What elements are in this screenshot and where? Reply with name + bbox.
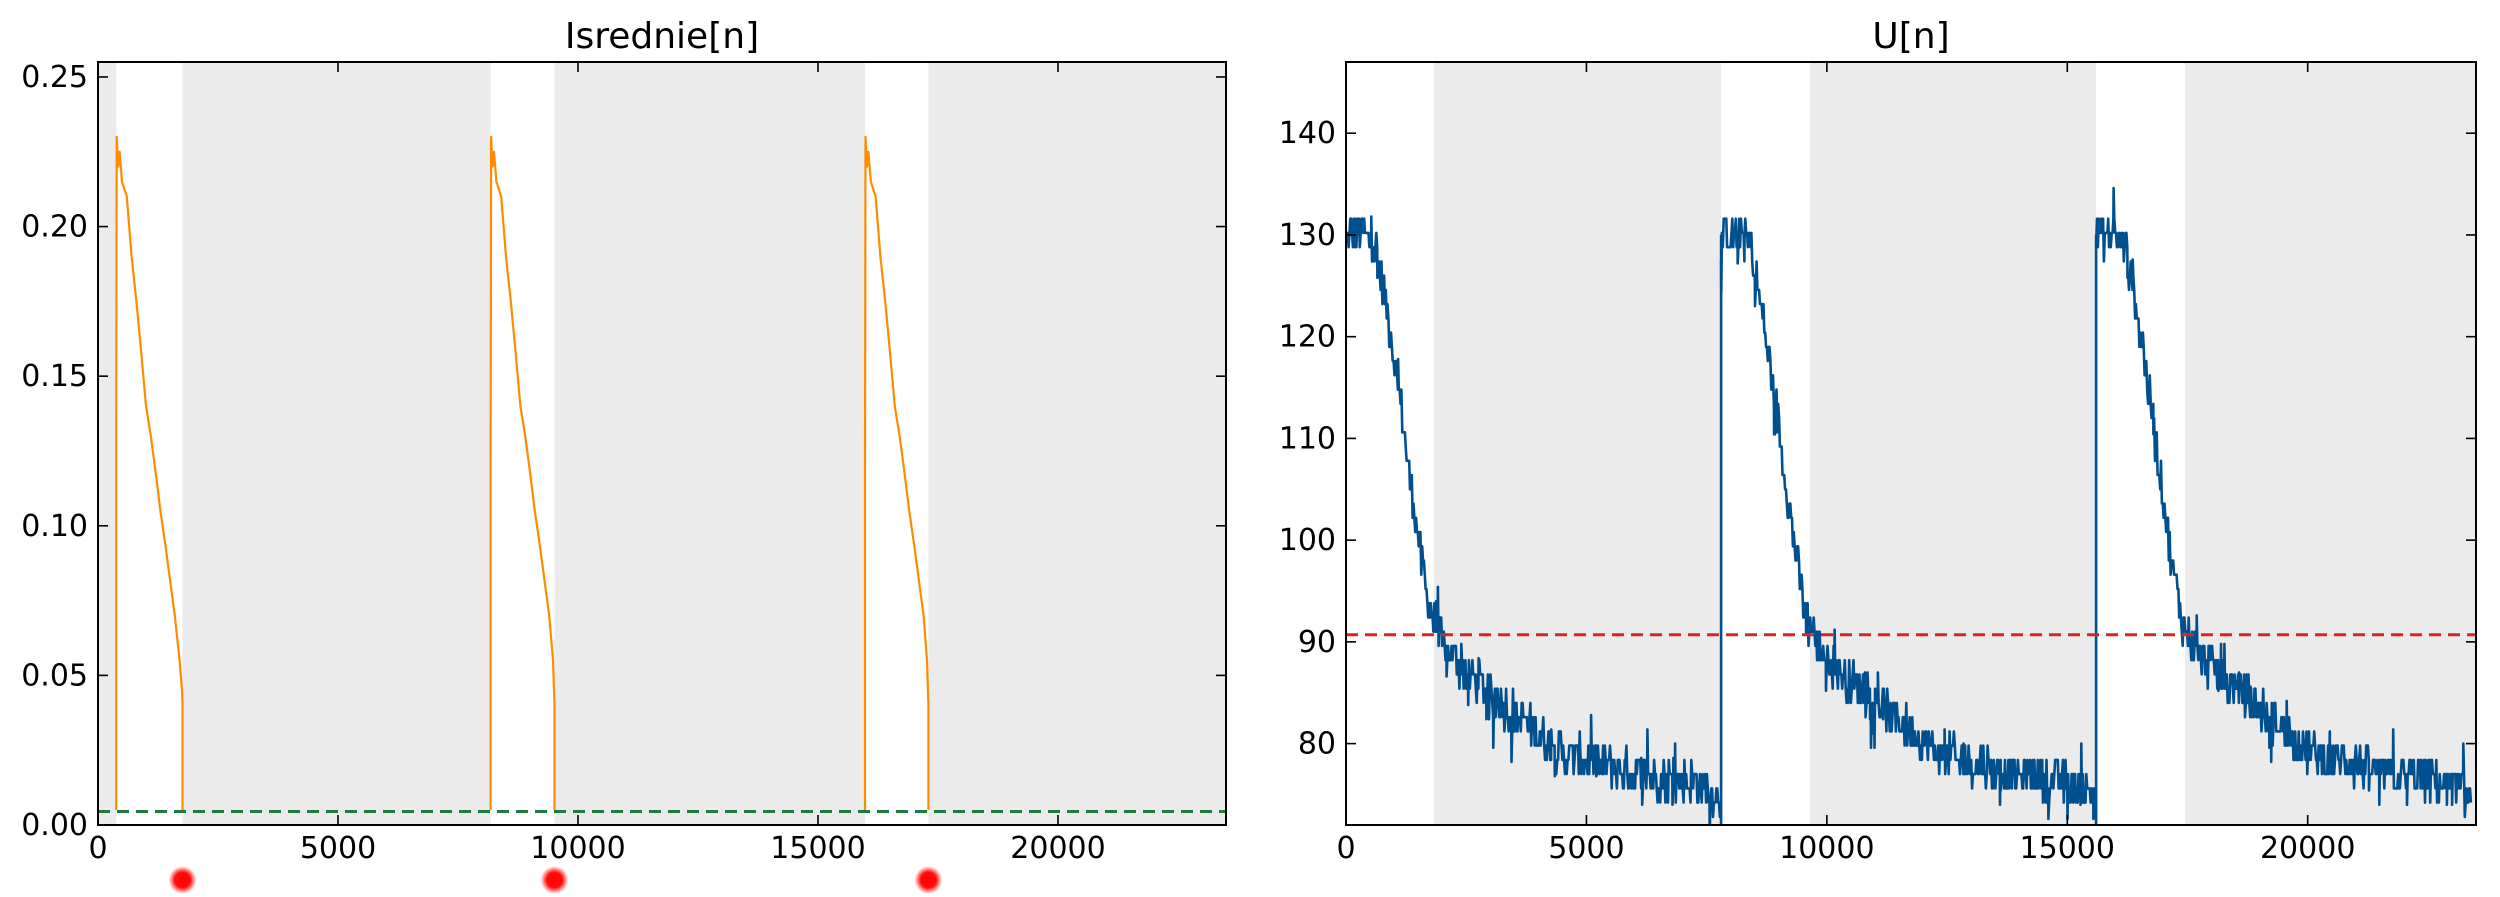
y-tick-label: 130	[1279, 218, 1336, 253]
axes-frame	[97, 61, 1227, 826]
series-line-cycle-3	[2094, 186, 2473, 819]
y-tick-label: 0.10	[21, 509, 88, 544]
y-tick-label: 100	[1279, 523, 1336, 558]
shaded-region	[182, 62, 491, 825]
x-tick-label: 0	[1336, 831, 1355, 866]
x-tick-label: 0	[88, 831, 107, 866]
shaded-region	[98, 62, 117, 825]
shaded-region	[1433, 62, 1722, 825]
chart-title: U[n]	[1872, 16, 1949, 57]
shaded-region	[1810, 62, 2097, 825]
series-line-cycle-2	[489, 135, 556, 810]
y-tick-label: 0.25	[21, 60, 88, 95]
chart-panel-1: 0 5000 10000 15000 20000 0.00 0.05 0.10 0.15 0.20…	[21, 16, 1227, 894]
shaded-regions	[98, 62, 1226, 825]
y-tick-label: 0.20	[21, 210, 88, 245]
x-tick-label: 5000	[1548, 831, 1624, 866]
y-tick-label: 0.05	[21, 658, 88, 693]
shaded-region	[928, 62, 1226, 825]
shaded-region	[2185, 62, 2476, 825]
x-tick-label: 20000	[1010, 831, 1105, 866]
x-tick-label: 15000	[2020, 831, 2115, 866]
red-marker-dot	[540, 866, 569, 894]
y-tick-label: 90	[1298, 625, 1336, 660]
series-group	[115, 135, 930, 810]
red-marker-dot	[914, 866, 943, 894]
shaded-region	[554, 62, 866, 825]
x-tick-label: 5000	[300, 831, 376, 866]
y-tick-label: 80	[1298, 727, 1336, 762]
chart-panel-2: 0 5000 10000 15000 20000 80 90 100 110 120 130 140 U…	[1279, 16, 2477, 866]
axes-frame	[1345, 61, 2477, 826]
y-tick-label: 0.15	[21, 359, 88, 394]
y-tick-label: 140	[1279, 116, 1336, 151]
x-tick-label: 20000	[2260, 831, 2355, 866]
x-tick-label: 10000	[530, 831, 625, 866]
series-line-cycle-1	[1346, 215, 1723, 825]
y-tick-label: 0.00	[21, 808, 88, 843]
chart-title: Isrednie[n]	[565, 16, 759, 57]
series-line-cycle-1	[115, 135, 184, 810]
y-tick-label: 120	[1279, 320, 1336, 355]
x-tick-label: 10000	[1779, 831, 1874, 866]
x-tick-label: 15000	[770, 831, 865, 866]
series-line-cycle-3	[863, 135, 930, 810]
y-tick-label: 110	[1279, 421, 1336, 456]
red-marker-dot	[168, 866, 197, 894]
series-group	[1346, 186, 2473, 825]
shaded-regions	[1433, 62, 2476, 825]
series-line-cycle-2	[1719, 217, 2098, 825]
